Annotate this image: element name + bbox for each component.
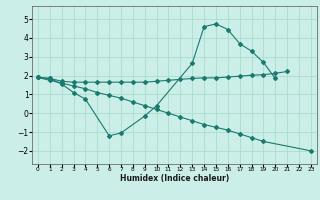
X-axis label: Humidex (Indice chaleur): Humidex (Indice chaleur): [120, 174, 229, 183]
